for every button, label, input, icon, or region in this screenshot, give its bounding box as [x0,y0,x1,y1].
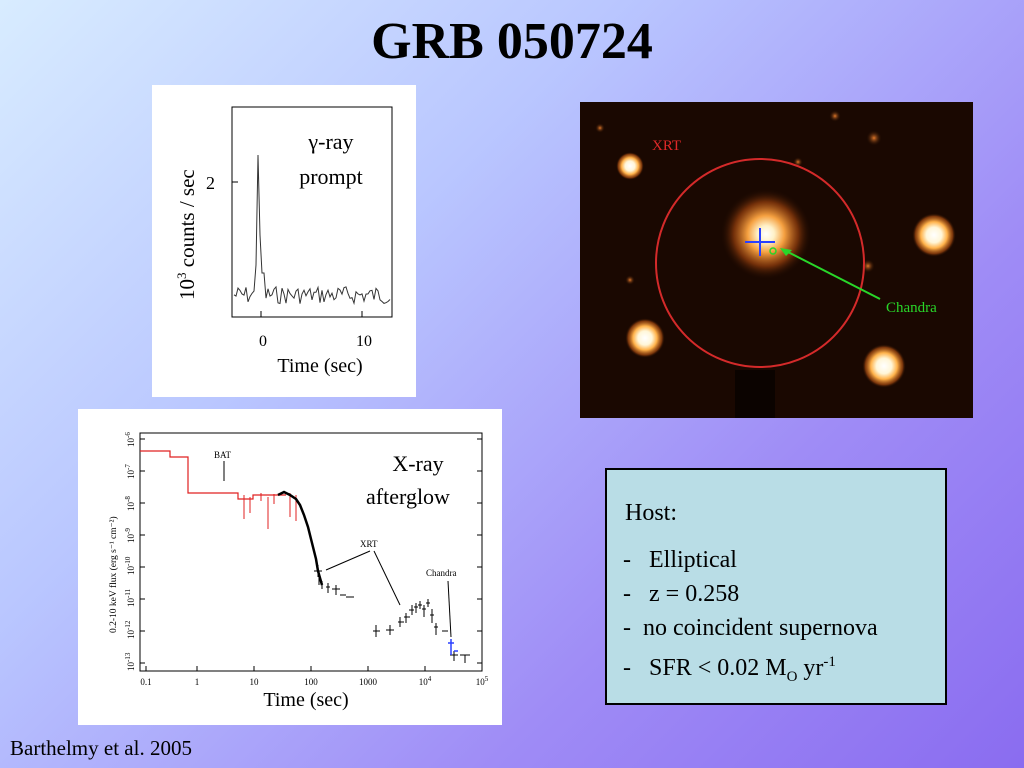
slide-title: GRB 050724 [371,13,653,70]
xray-xtick-label: 0.1 [140,677,151,687]
xray-ytick-label: 10-7 [124,464,136,479]
xray-ylabel: 0.2-10 keV flux (erg s⁻¹ cm⁻²) [108,516,119,633]
xrt-early-decay [277,490,324,586]
xrt-late-points [314,565,470,663]
list-item: - Elliptical [623,547,737,573]
sky-field: XRT Chandra [580,102,973,418]
sfr-item: - SFR < 0.02 MO yr-1 [623,654,836,685]
chandra-pointer-line [785,250,881,300]
xray-ytick-label: 10-13 [124,652,136,671]
xrt-annotation-line-2 [373,550,401,606]
chandra-points [448,639,458,655]
xray-xlabel: Time (sec) [263,689,348,711]
host-info-box: Host: - Elliptical -z = 0.258 - no coincid… [605,468,947,705]
star-1 [616,152,644,180]
citation: Barthelmy et al. 2005 [10,736,192,760]
star-8 [625,275,635,285]
xray-ytick-label: 10-12 [124,620,136,639]
star-7 [829,110,841,122]
gamma-plot-frame [231,106,393,318]
chandra-label: Chandra [886,300,937,316]
xray-label-line2: afterglow [366,484,450,509]
xray-ytick-label: 10-10 [124,556,136,575]
xrt-label: XRT [652,138,681,154]
bat-error-bars [243,493,297,529]
xray-xtick-label: 105 [476,675,489,687]
gamma-ray-lightcurve: γ-ray prompt 2 0 10 Time (sec) 103 count… [174,106,393,377]
xray-xtick-label: 104 [419,675,432,687]
star-4 [862,344,906,388]
gamma-ylabel: 103 counts / sec [174,169,199,300]
star-10 [595,123,605,133]
list-item: -z = 0.258 [623,581,740,607]
chandra-position [769,247,777,255]
star-2 [912,213,956,257]
xray-xtick-label: 1 [195,677,200,687]
host-galaxy-image: XRT Chandra [580,102,973,418]
host-heading: Host: [625,500,678,526]
chandra-annotation-line [447,580,452,638]
xrt-annotation: XRT [360,539,378,549]
gamma-label-line1: γ-ray [307,129,353,154]
gamma-label-line2: prompt [299,164,363,189]
xrt-error-circle [655,158,865,368]
xray-lightcurve: 0.1 1 10 100 1000 104 105 10-13 10-12 10-11 10-10 1… [108,432,489,711]
xray-xtick-label: 1000 [359,677,378,687]
xray-xtick-label: 10 [250,677,260,687]
host-galaxy [720,188,812,280]
star-3 [625,318,665,358]
xray-tick-labels: 0.1 1 10 100 1000 104 105 10-13 10-12 10-11 10-10 1… [124,432,489,687]
gamma-trace-line [233,154,391,306]
gamma-xlabel: Time (sec) [277,355,362,377]
bat-annotation: BAT [214,450,232,460]
host-properties-list: - Elliptical -z = 0.258 - no coincident su… [623,543,878,694]
xray-xtick-label: 100 [304,677,318,687]
gamma-ytick-label: 2 [206,173,215,193]
xray-ytick-label: 10-6 [124,432,136,447]
xray-ytick-label: 10-11 [124,588,136,607]
xray-ytick-label: 10-8 [124,496,136,511]
chandra-arrow-head [780,248,792,256]
gamma-xtick-label-0: 0 [259,333,267,350]
xray-panel: 0.1 1 10 100 1000 104 105 10-13 10-12 10-11 10-10 1… [78,409,502,725]
xrt-annotation-line-1 [325,550,371,571]
gamma-ray-panel: γ-ray prompt 2 0 10 Time (sec) 103 count… [152,85,416,397]
chandra-annotation: Chandra [426,568,457,578]
xray-ytick-label: 10-9 [124,528,136,543]
xray-axis-ticks [140,438,483,671]
xray-label-line1: X-ray [392,451,443,476]
bat-curve [140,450,286,500]
gamma-xtick-label-10: 10 [356,333,372,350]
list-item: - no coincident supernova [623,615,878,641]
star-5 [866,130,882,146]
